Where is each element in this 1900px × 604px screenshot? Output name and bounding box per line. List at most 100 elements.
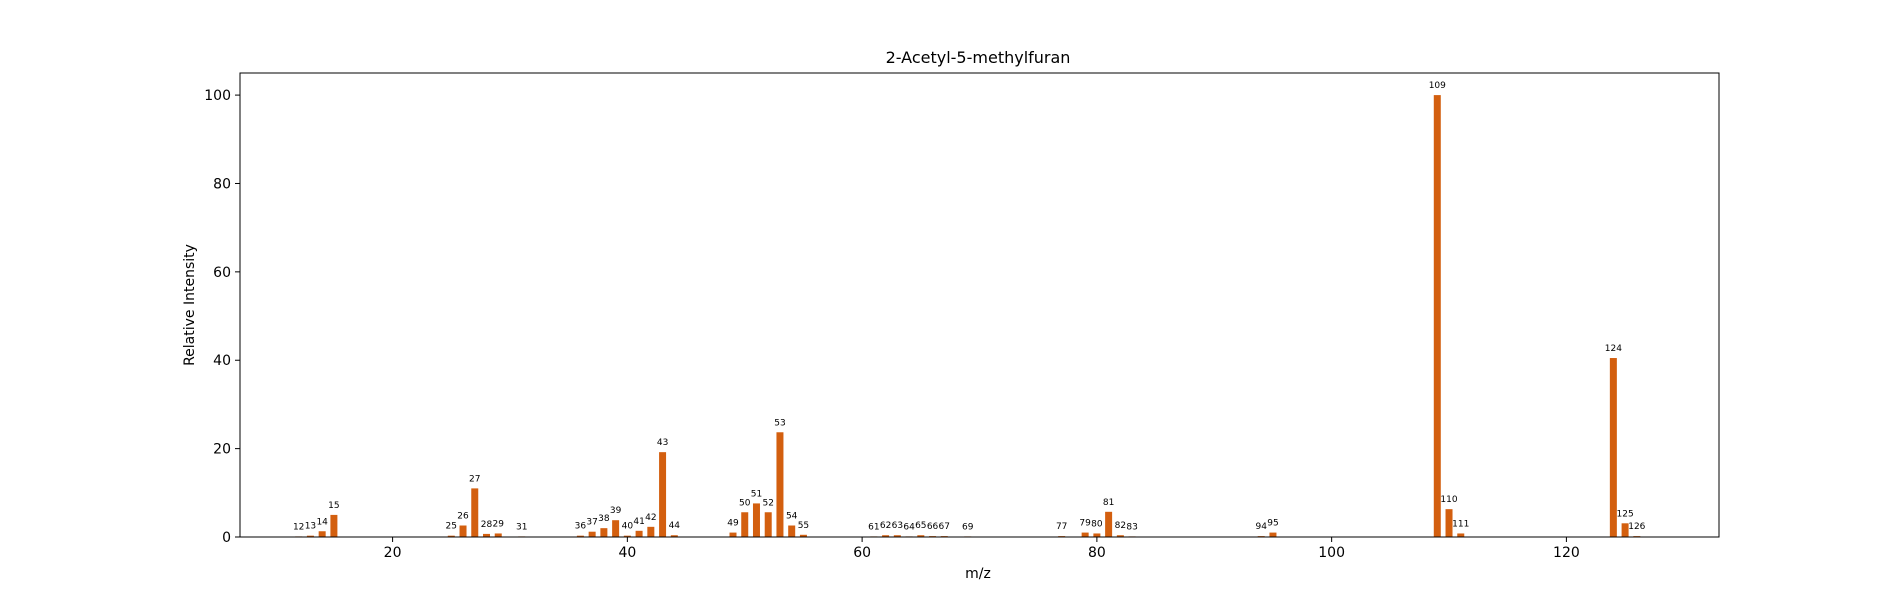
bar-mz-51 xyxy=(752,503,760,537)
bar-mz-81 xyxy=(1105,511,1113,537)
bar-mz-109 xyxy=(1433,95,1441,537)
bar-label-mz-42: 42 xyxy=(645,513,656,523)
bar-label-mz-55: 55 xyxy=(798,521,809,531)
bar-mz-82 xyxy=(1116,535,1124,537)
bar-label-mz-12: 12 xyxy=(293,522,304,532)
bar-mz-125 xyxy=(1621,523,1629,537)
bar-label-mz-40: 40 xyxy=(622,522,634,532)
bar-label-mz-49: 49 xyxy=(727,519,739,529)
bar-mz-15 xyxy=(330,514,338,537)
bar-mz-80 xyxy=(1093,533,1101,537)
bar-label-mz-44: 44 xyxy=(669,521,681,531)
x-tick-label: 80 xyxy=(1088,545,1106,561)
bar-label-mz-38: 38 xyxy=(598,514,610,524)
x-tick-label: 60 xyxy=(853,545,871,561)
bar-mz-42 xyxy=(647,526,655,537)
x-tick-label: 40 xyxy=(618,545,636,561)
bar-label-mz-31: 31 xyxy=(516,522,527,532)
bar-label-mz-83: 83 xyxy=(1126,522,1137,532)
bar-mz-37 xyxy=(588,531,596,537)
y-tick-label: 20 xyxy=(213,442,231,458)
bar-label-mz-94: 94 xyxy=(1255,522,1267,532)
bar-mz-53 xyxy=(776,432,784,537)
bar-mz-65 xyxy=(917,535,925,537)
bars-layer xyxy=(295,95,1641,537)
bar-label-mz-62: 62 xyxy=(880,521,891,531)
bar-label-mz-29: 29 xyxy=(493,519,505,529)
bar-label-mz-53: 53 xyxy=(774,418,785,428)
bar-mz-52 xyxy=(764,512,772,537)
bar-mz-54 xyxy=(788,525,796,537)
x-tick-label: 100 xyxy=(1318,545,1345,561)
y-tick-label: 40 xyxy=(213,353,231,369)
bar-label-mz-37: 37 xyxy=(586,518,597,528)
bar-label-mz-51: 51 xyxy=(751,489,762,499)
chart-title: 2-Acetyl-5-methylfuran xyxy=(886,48,1071,67)
y-axis-label: Relative Intensity xyxy=(182,244,198,366)
bar-label-mz-63: 63 xyxy=(892,521,903,531)
y-axis: 0 20 40 60 80 100 xyxy=(204,88,240,546)
bar-mz-111 xyxy=(1457,533,1465,537)
bar-mz-36 xyxy=(576,535,584,537)
bar-label-mz-110: 110 xyxy=(1440,495,1457,505)
bar-mz-27 xyxy=(471,488,479,537)
y-tick-label: 0 xyxy=(222,530,231,546)
bar-label-mz-65: 65 xyxy=(915,521,926,531)
bar-label-mz-80: 80 xyxy=(1091,519,1103,529)
bar-label-mz-82: 82 xyxy=(1115,521,1126,531)
bar-label-mz-79: 79 xyxy=(1079,519,1091,529)
bar-mz-95 xyxy=(1269,532,1277,537)
bar-label-mz-125: 125 xyxy=(1617,509,1634,519)
y-tick-label: 80 xyxy=(213,176,231,192)
bar-label-mz-126: 126 xyxy=(1628,522,1645,532)
bar-mz-63 xyxy=(893,535,901,537)
bar-label-mz-27: 27 xyxy=(469,474,480,484)
bar-label-mz-81: 81 xyxy=(1103,498,1114,508)
x-axis-label: m/z xyxy=(965,566,991,582)
bar-mz-110 xyxy=(1445,509,1453,537)
bar-mz-43 xyxy=(659,452,667,537)
bar-label-mz-25: 25 xyxy=(446,522,457,532)
bar-mz-49 xyxy=(729,532,737,537)
y-tick-label: 60 xyxy=(213,265,231,281)
bar-label-mz-111: 111 xyxy=(1452,519,1469,529)
bar-label-mz-64: 64 xyxy=(903,522,915,532)
bar-mz-38 xyxy=(600,528,608,537)
bar-label-mz-50: 50 xyxy=(739,498,751,508)
bar-mz-41 xyxy=(635,530,643,537)
bar-mz-26 xyxy=(459,525,467,537)
bar-label-mz-28: 28 xyxy=(481,520,493,530)
bar-label-mz-77: 77 xyxy=(1056,522,1067,532)
bar-label-mz-14: 14 xyxy=(316,517,328,527)
bar-mz-14 xyxy=(318,531,326,537)
y-tick-label: 100 xyxy=(204,88,231,104)
x-axis: 20 40 60 80 100 120 xyxy=(384,537,1580,561)
bar-label-mz-109: 109 xyxy=(1429,81,1446,91)
bar-label-mz-52: 52 xyxy=(762,498,773,508)
bar-mz-28 xyxy=(483,533,490,537)
bar-label-mz-15: 15 xyxy=(328,501,339,511)
bar-label-mz-39: 39 xyxy=(610,506,622,516)
bar-label-mz-36: 36 xyxy=(575,522,587,532)
bar-label-mz-95: 95 xyxy=(1267,519,1278,529)
bar-mz-13 xyxy=(306,535,314,537)
bar-mz-50 xyxy=(741,512,749,537)
x-tick-label: 120 xyxy=(1553,545,1580,561)
bar-mz-44 xyxy=(670,535,678,537)
bar-label-mz-124: 124 xyxy=(1605,344,1622,354)
bar-label-mz-43: 43 xyxy=(657,438,668,448)
bar-mz-40 xyxy=(623,535,631,537)
bar-label-mz-69: 69 xyxy=(962,522,974,532)
bar-mz-124 xyxy=(1609,358,1617,537)
bar-label-mz-54: 54 xyxy=(786,512,798,522)
bar-label-mz-66: 66 xyxy=(927,522,939,532)
bar-label-mz-13: 13 xyxy=(305,522,316,532)
bar-label-mz-67: 67 xyxy=(939,522,950,532)
bar-mz-55 xyxy=(799,534,807,537)
bar-label-mz-41: 41 xyxy=(633,517,644,527)
bar-mz-62 xyxy=(882,535,890,537)
bar-mz-79 xyxy=(1081,532,1089,537)
